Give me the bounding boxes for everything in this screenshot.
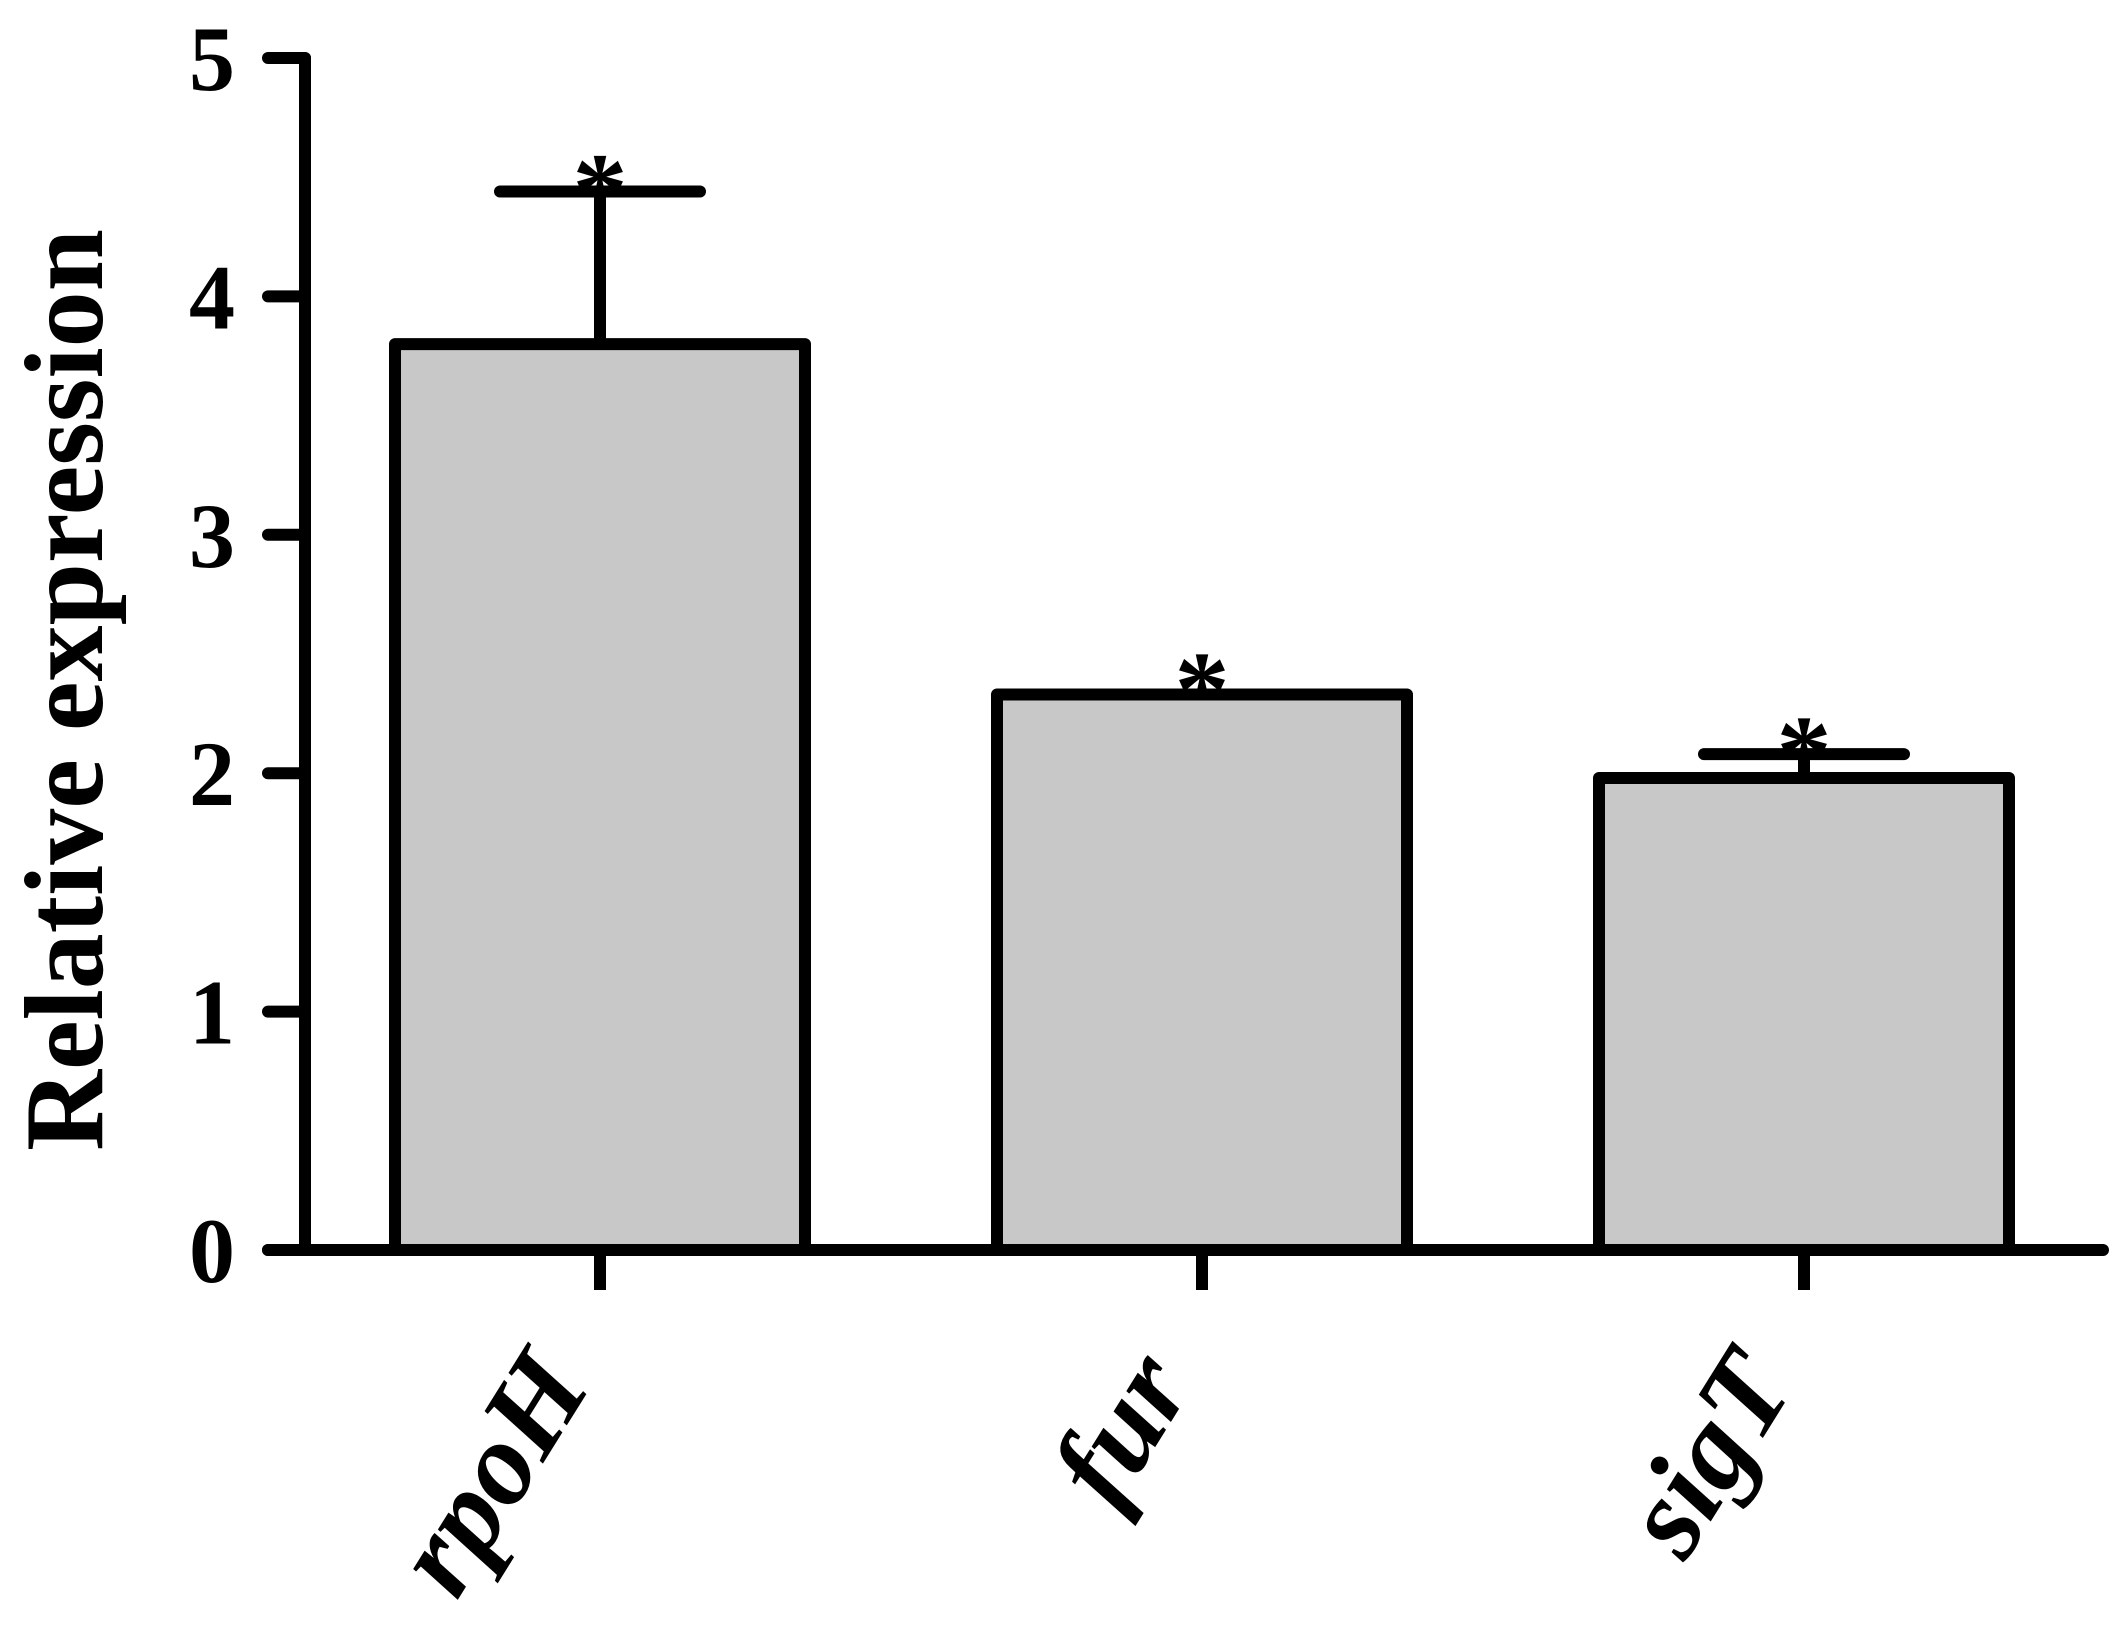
significance-mark-fur: * [1175,629,1230,751]
significance-mark-rpoH: * [573,131,628,253]
bar-fur [991,688,1413,1256]
y-tick-label-5: 5 [189,8,235,110]
x-tick-label-sigT: sigT [1595,1326,1820,1577]
y-tick-label-2: 2 [189,723,235,825]
plot-area: * rpoH * fur * sigT 0 1 2 3 4 5 [189,8,2109,1616]
y-tick-label-0: 0 [189,1200,235,1302]
x-tick-label-rpoH: rpoH [367,1327,615,1616]
y-tick-label-3: 3 [189,485,235,587]
y-axis-title: Relative expression [3,229,127,1151]
significance-mark-sigT: * [1777,693,1832,815]
y-tick-label-4: 4 [189,246,235,348]
bar-rpoH [389,338,811,1256]
y-axis-title-group: Relative expression [3,229,127,1151]
bar-sigT [1593,771,2015,1257]
y-tick-label-1: 1 [189,962,235,1064]
x-tick-label-fur: fur [1025,1328,1217,1526]
